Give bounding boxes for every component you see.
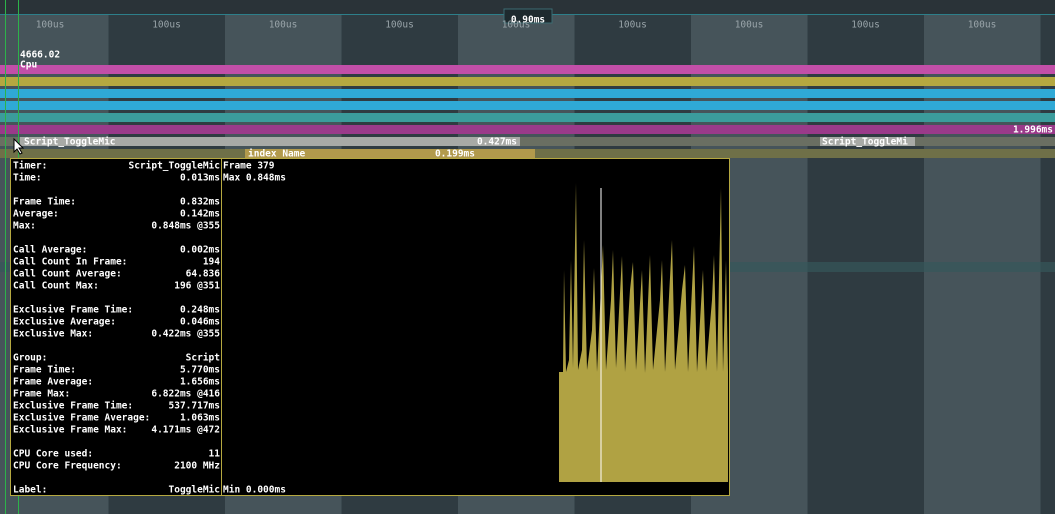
stat-label: Exclusive Frame Time: [13, 401, 133, 412]
cpu-value: 4666.02 [20, 50, 60, 61]
stat-label: Time: [13, 173, 42, 184]
stat-value: 64.836 [186, 269, 221, 280]
stat-label: Label: [13, 485, 47, 496]
stat-value: 0.832ms [180, 197, 220, 208]
stat-value: 0.142ms [180, 209, 220, 220]
stat-label: Call Count In Frame: [13, 257, 127, 268]
range-box [503, 8, 553, 24]
stat-value: 537.717ms [169, 401, 220, 412]
stat-label: CPU Core used: [13, 449, 93, 460]
stat-value: 0.046ms [180, 317, 220, 328]
tick-label: 100us [968, 20, 997, 31]
stat-value: 6.822ms @416 [151, 389, 220, 400]
tick-label: 100us [618, 20, 647, 31]
timer-block[interactable] [820, 137, 915, 146]
stat-label: Max: [13, 221, 36, 232]
cursor [13, 137, 25, 155]
thread-bar [0, 89, 1055, 98]
stat-value: 0.248ms [180, 305, 220, 316]
stat-value: 0.848ms @355 [151, 221, 220, 232]
tick-label: 100us [36, 20, 65, 31]
thread-bar [0, 101, 1055, 110]
stat-value: 196 @351 [174, 281, 220, 292]
stat-label: Frame Time: [13, 197, 76, 208]
stat-value: 194 [203, 257, 220, 268]
stat-value: 2100 MHz [174, 461, 220, 472]
timer-block[interactable] [20, 137, 520, 146]
sub-name: index_Name [248, 149, 305, 160]
thread-bar [0, 77, 1055, 86]
tick-label: 100us [851, 20, 880, 31]
stat-value: 0.422ms @355 [151, 329, 220, 340]
timeline-ruler [0, 0, 1055, 14]
sub-time: 0.199ms [435, 149, 475, 160]
stat-label: Exclusive Frame Average: [13, 413, 150, 424]
stat-label: Frame Average: [13, 377, 93, 388]
tick-label: 100us [502, 20, 531, 31]
min-label: Min 0.000ms [223, 485, 286, 496]
stat-label: Exclusive Average: [13, 317, 116, 328]
stat-label: Call Count Max: [13, 281, 99, 292]
stat-value: 5.770ms [180, 365, 220, 376]
stat-value: 0.013ms [180, 173, 220, 184]
range-label: 0.90ms [511, 15, 545, 26]
stat-label: Exclusive Max: [13, 329, 93, 340]
timer-row [0, 137, 1055, 146]
stat-value: 11 [209, 449, 221, 460]
stat-value: Script_ToggleMic [128, 161, 220, 172]
tick-label: 100us [269, 20, 298, 31]
stat-label: Exclusive Frame Max: [13, 425, 127, 436]
stat-value: Script [186, 353, 220, 364]
tick-label: 100us [152, 20, 181, 31]
timer-name: Script_ToggleMic [24, 137, 116, 148]
stat-value: 1.063ms [180, 413, 220, 424]
thread-bar [0, 113, 1055, 122]
max-label: Max 0.848ms [223, 173, 286, 184]
stat-value: 1.656ms [180, 377, 220, 388]
stat-label: Group: [13, 353, 47, 364]
tick-label: 100us [735, 20, 764, 31]
cpu-total: 1.996ms [1013, 125, 1053, 136]
stat-label: Call Average: [13, 245, 87, 256]
stat-label: CPU Core Frequency: [13, 461, 122, 472]
stat-value: ToggleMic [169, 485, 220, 496]
stat-label: Frame Time: [13, 365, 76, 376]
stat-value: 4.171ms @472 [151, 425, 220, 436]
cpu-label: Cpu [20, 60, 37, 71]
thread-bar [0, 125, 1055, 134]
stat-label: Frame Max: [13, 389, 70, 400]
stat-label: Average: [13, 209, 59, 220]
stat-label: Call Count Average: [13, 269, 122, 280]
thread-bar [0, 65, 1055, 74]
frame-label: Frame 379 [223, 161, 275, 172]
sub-block[interactable] [245, 149, 535, 158]
tick-label: 100us [385, 20, 414, 31]
stat-label: Exclusive Frame Time: [13, 305, 133, 316]
stat-value: 0.002ms [180, 245, 220, 256]
stat-label: Timer: [13, 161, 47, 172]
timer-name: Script_ToggleMi [822, 137, 908, 148]
timer-time: 0.427ms [477, 137, 517, 148]
